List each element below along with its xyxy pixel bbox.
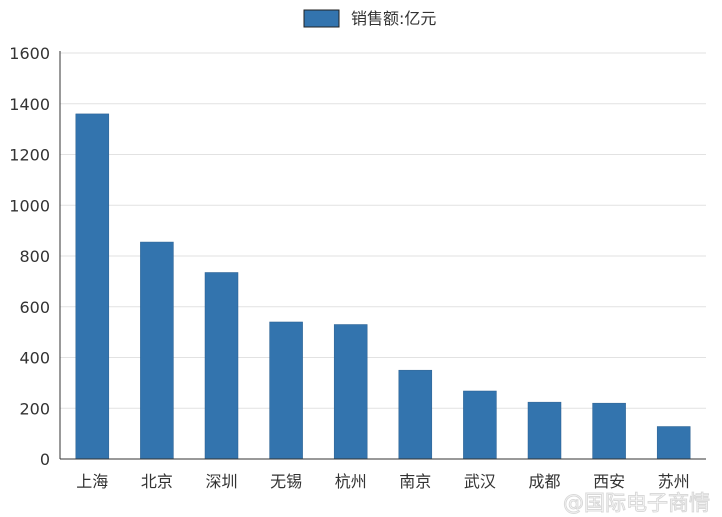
y-tick-label: 0 — [40, 450, 50, 469]
legend-swatch — [303, 9, 340, 28]
y-tick-label: 400 — [19, 349, 50, 368]
y-tick-label: 600 — [19, 298, 50, 317]
x-tick-label: 苏州 — [658, 472, 690, 491]
y-tick-label: 1200 — [9, 146, 50, 165]
bar-0 — [75, 113, 110, 460]
y-tick-label: 200 — [19, 399, 50, 418]
bar-6 — [463, 390, 497, 460]
y-tick-label: 1000 — [9, 196, 50, 215]
x-tick-label: 深圳 — [205, 472, 237, 491]
legend-label: 销售额:亿元 — [351, 9, 436, 28]
bar-4 — [333, 324, 368, 460]
x-tick-label: 武汉 — [464, 472, 496, 491]
bar-3 — [269, 321, 303, 460]
x-tick-label: 上海 — [76, 472, 108, 491]
y-tick-label: 1400 — [9, 95, 50, 114]
bar-9 — [656, 426, 691, 460]
x-tick-label: 成都 — [528, 472, 560, 491]
x-tick-label: 南京 — [399, 472, 431, 491]
watermark-text: @国际电子商情 — [563, 491, 710, 515]
bar-2 — [204, 272, 239, 460]
x-tick-label: 北京 — [141, 472, 173, 491]
bar-7 — [527, 401, 562, 460]
y-tick-label: 800 — [19, 247, 50, 266]
x-tick-label: 西安 — [593, 472, 625, 491]
x-tick-label: 无锡 — [270, 472, 302, 491]
y-tick-label: 1600 — [9, 44, 50, 63]
bar-8 — [592, 402, 626, 460]
bar-5 — [398, 369, 433, 460]
x-tick-label: 杭州 — [335, 472, 367, 491]
bar-1 — [140, 241, 174, 460]
